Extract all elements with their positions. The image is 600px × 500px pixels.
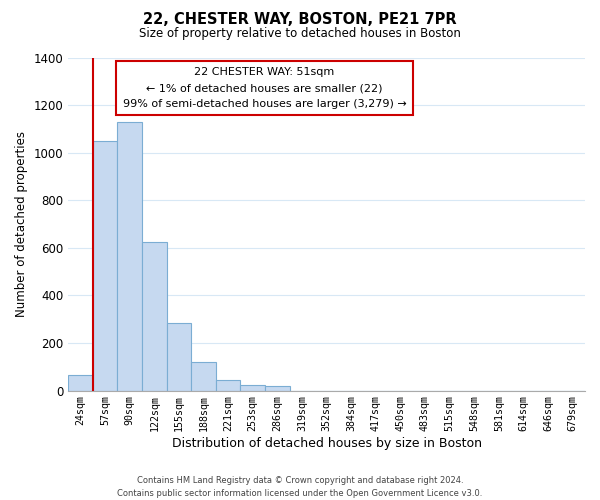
- Bar: [216, 380, 241, 390]
- Y-axis label: Number of detached properties: Number of detached properties: [15, 131, 28, 317]
- Bar: [241, 386, 265, 390]
- Bar: [265, 386, 290, 390]
- Text: Contains HM Land Registry data © Crown copyright and database right 2024.
Contai: Contains HM Land Registry data © Crown c…: [118, 476, 482, 498]
- Bar: [118, 122, 142, 390]
- Bar: [167, 323, 191, 390]
- Text: 22 CHESTER WAY: 51sqm
← 1% of detached houses are smaller (22)
99% of semi-detac: 22 CHESTER WAY: 51sqm ← 1% of detached h…: [122, 68, 406, 108]
- Bar: [68, 375, 93, 390]
- Bar: [142, 242, 167, 390]
- Text: 22, CHESTER WAY, BOSTON, PE21 7PR: 22, CHESTER WAY, BOSTON, PE21 7PR: [143, 12, 457, 28]
- X-axis label: Distribution of detached houses by size in Boston: Distribution of detached houses by size …: [172, 437, 482, 450]
- Bar: [191, 362, 216, 390]
- Text: Size of property relative to detached houses in Boston: Size of property relative to detached ho…: [139, 28, 461, 40]
- Bar: [93, 141, 118, 390]
